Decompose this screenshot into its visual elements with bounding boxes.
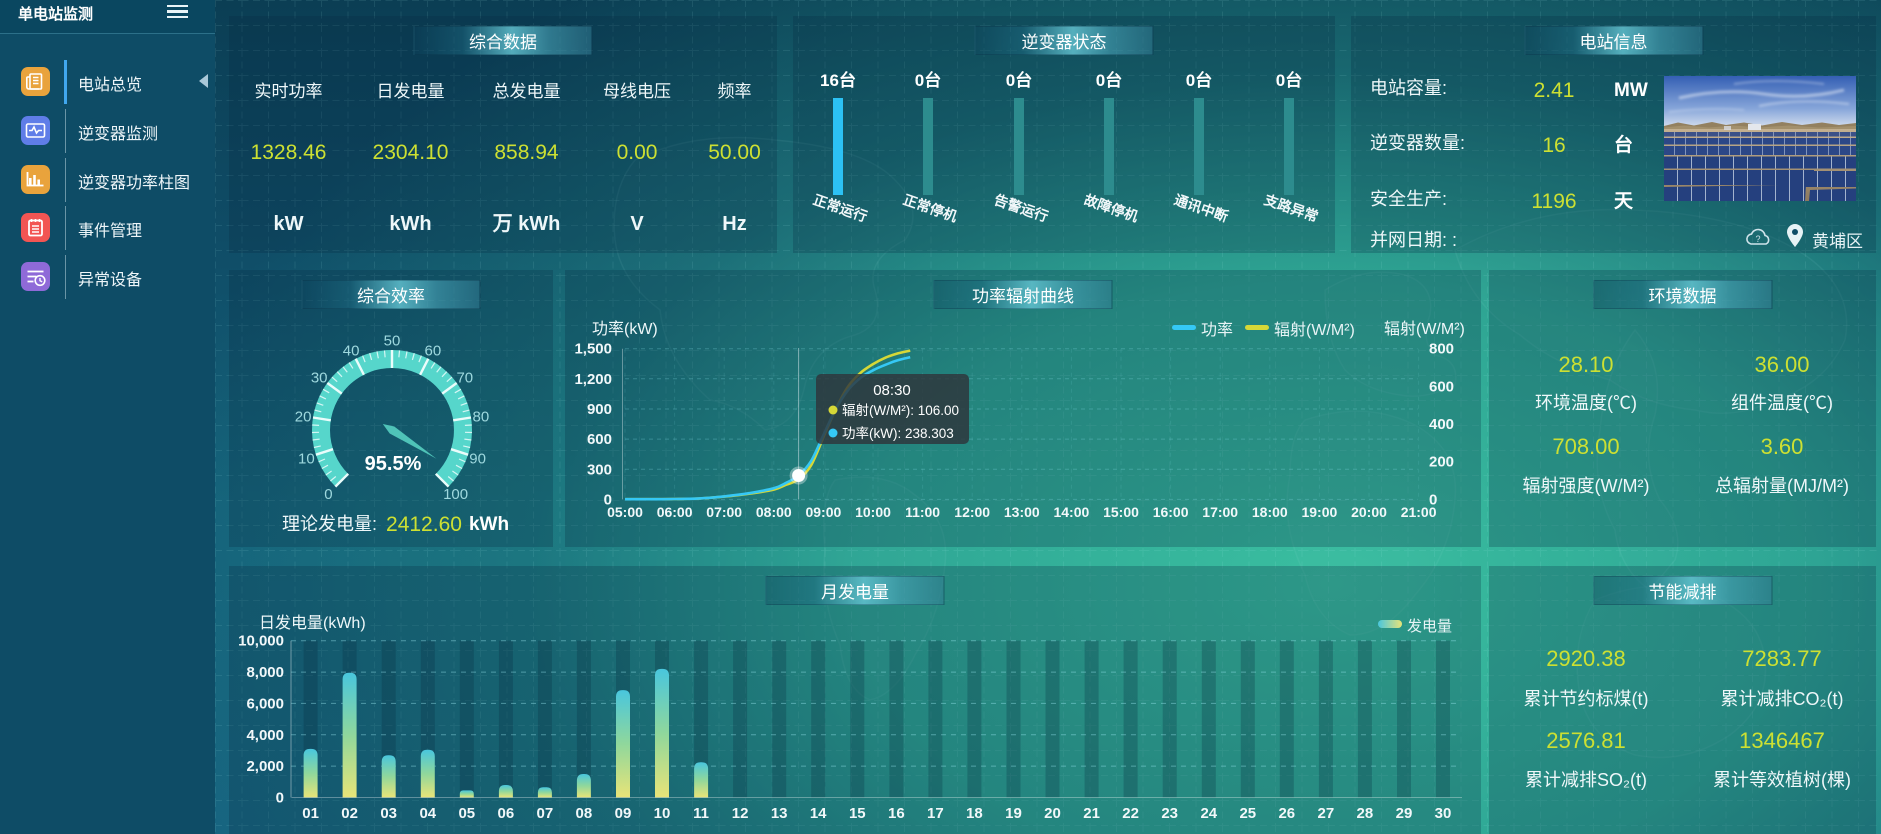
svg-text:辐射(W/M²): 辐射(W/M²) [1274, 316, 1355, 340]
svg-text:10:00: 10:00 [855, 502, 891, 522]
svg-text:辐射(W/M²): 106.00: 辐射(W/M²): 106.00 [842, 399, 959, 419]
svg-text:19:00: 19:00 [1301, 502, 1337, 522]
svg-text:0: 0 [604, 488, 612, 509]
svg-text:05: 05 [458, 802, 475, 823]
svg-text:05:00: 05:00 [607, 502, 643, 522]
svg-text:21: 21 [1083, 802, 1100, 823]
svg-text:功率(kW): 238.303: 功率(kW): 238.303 [842, 422, 954, 442]
svg-text:100: 100 [443, 483, 468, 504]
svg-text:12:00: 12:00 [954, 502, 990, 522]
svg-text:27: 27 [1318, 802, 1335, 823]
svg-text:?: ? [1755, 232, 1760, 245]
svg-text:14:00: 14:00 [1053, 502, 1089, 522]
svg-text:200: 200 [1429, 451, 1454, 472]
svg-text:01: 01 [302, 802, 319, 823]
svg-text:22: 22 [1122, 802, 1139, 823]
svg-text:0: 0 [1429, 488, 1437, 509]
svg-text:10,000: 10,000 [238, 630, 284, 651]
svg-text:09: 09 [615, 802, 632, 823]
svg-text:13: 13 [771, 802, 788, 823]
svg-text:13:00: 13:00 [1004, 502, 1040, 522]
svg-text:08:30: 08:30 [873, 379, 911, 400]
svg-text:70: 70 [456, 367, 473, 388]
svg-text:07:00: 07:00 [706, 502, 742, 522]
svg-text:10: 10 [298, 447, 315, 468]
svg-text:0: 0 [324, 483, 332, 504]
svg-text:30: 30 [1435, 802, 1452, 823]
svg-text:600: 600 [1429, 375, 1454, 396]
svg-text:29: 29 [1396, 802, 1413, 823]
svg-text:2,000: 2,000 [246, 755, 284, 776]
svg-text:16:00: 16:00 [1153, 502, 1189, 522]
svg-text:40: 40 [343, 339, 360, 360]
svg-text:900: 900 [587, 398, 612, 419]
svg-text:95.5%: 95.5% [365, 447, 422, 476]
svg-text:6,000: 6,000 [246, 692, 284, 713]
svg-text:11:00: 11:00 [905, 502, 940, 522]
svg-text:10: 10 [654, 802, 671, 823]
svg-text:0: 0 [276, 787, 284, 808]
svg-text:16: 16 [888, 802, 905, 823]
svg-text:4,000: 4,000 [246, 724, 284, 745]
svg-text:50: 50 [384, 330, 401, 351]
svg-text:08: 08 [576, 802, 593, 823]
svg-text:400: 400 [1429, 413, 1454, 434]
svg-text:20: 20 [295, 405, 312, 426]
svg-text:08:00: 08:00 [756, 502, 792, 522]
svg-text:14: 14 [810, 802, 827, 823]
svg-text:功率(kW): 功率(kW) [592, 315, 658, 339]
svg-text:60: 60 [425, 339, 442, 360]
svg-text:辐射(W/M²): 辐射(W/M²) [1384, 315, 1465, 339]
svg-text:24: 24 [1200, 802, 1217, 823]
svg-text:17: 17 [927, 802, 944, 823]
svg-text:1,200: 1,200 [574, 368, 612, 389]
svg-text:18: 18 [966, 802, 983, 823]
svg-text:06: 06 [498, 802, 515, 823]
svg-text:发电量: 发电量 [1407, 615, 1452, 636]
svg-text:03: 03 [380, 802, 397, 823]
svg-text:1,500: 1,500 [574, 338, 612, 359]
svg-text:800: 800 [1429, 338, 1454, 359]
svg-text:09:00: 09:00 [805, 502, 841, 522]
svg-text:8,000: 8,000 [246, 661, 284, 682]
svg-text:02: 02 [341, 802, 358, 823]
svg-text:06:00: 06:00 [657, 502, 693, 522]
svg-text:28: 28 [1357, 802, 1374, 823]
svg-text:15: 15 [849, 802, 866, 823]
svg-text:12: 12 [732, 802, 749, 823]
svg-text:17:00: 17:00 [1202, 502, 1238, 522]
svg-text:18:00: 18:00 [1252, 502, 1288, 522]
svg-text:30: 30 [311, 367, 328, 388]
svg-text:19: 19 [1005, 802, 1022, 823]
svg-text:25: 25 [1239, 802, 1256, 823]
svg-text:90: 90 [469, 447, 486, 468]
svg-text:20:00: 20:00 [1351, 502, 1387, 522]
svg-text:04: 04 [419, 802, 436, 823]
svg-text:600: 600 [587, 428, 612, 449]
svg-text:80: 80 [473, 405, 490, 426]
svg-text:21:00: 21:00 [1401, 502, 1437, 522]
svg-text:23: 23 [1161, 802, 1178, 823]
svg-text:15:00: 15:00 [1103, 502, 1139, 522]
svg-text:日发电量(kWh): 日发电量(kWh) [259, 609, 366, 633]
svg-text:11: 11 [693, 802, 709, 823]
svg-text:07: 07 [537, 802, 554, 823]
svg-text:20: 20 [1044, 802, 1061, 823]
svg-text:300: 300 [587, 458, 612, 479]
svg-text:功率: 功率 [1201, 316, 1233, 340]
svg-text:26: 26 [1278, 802, 1295, 823]
